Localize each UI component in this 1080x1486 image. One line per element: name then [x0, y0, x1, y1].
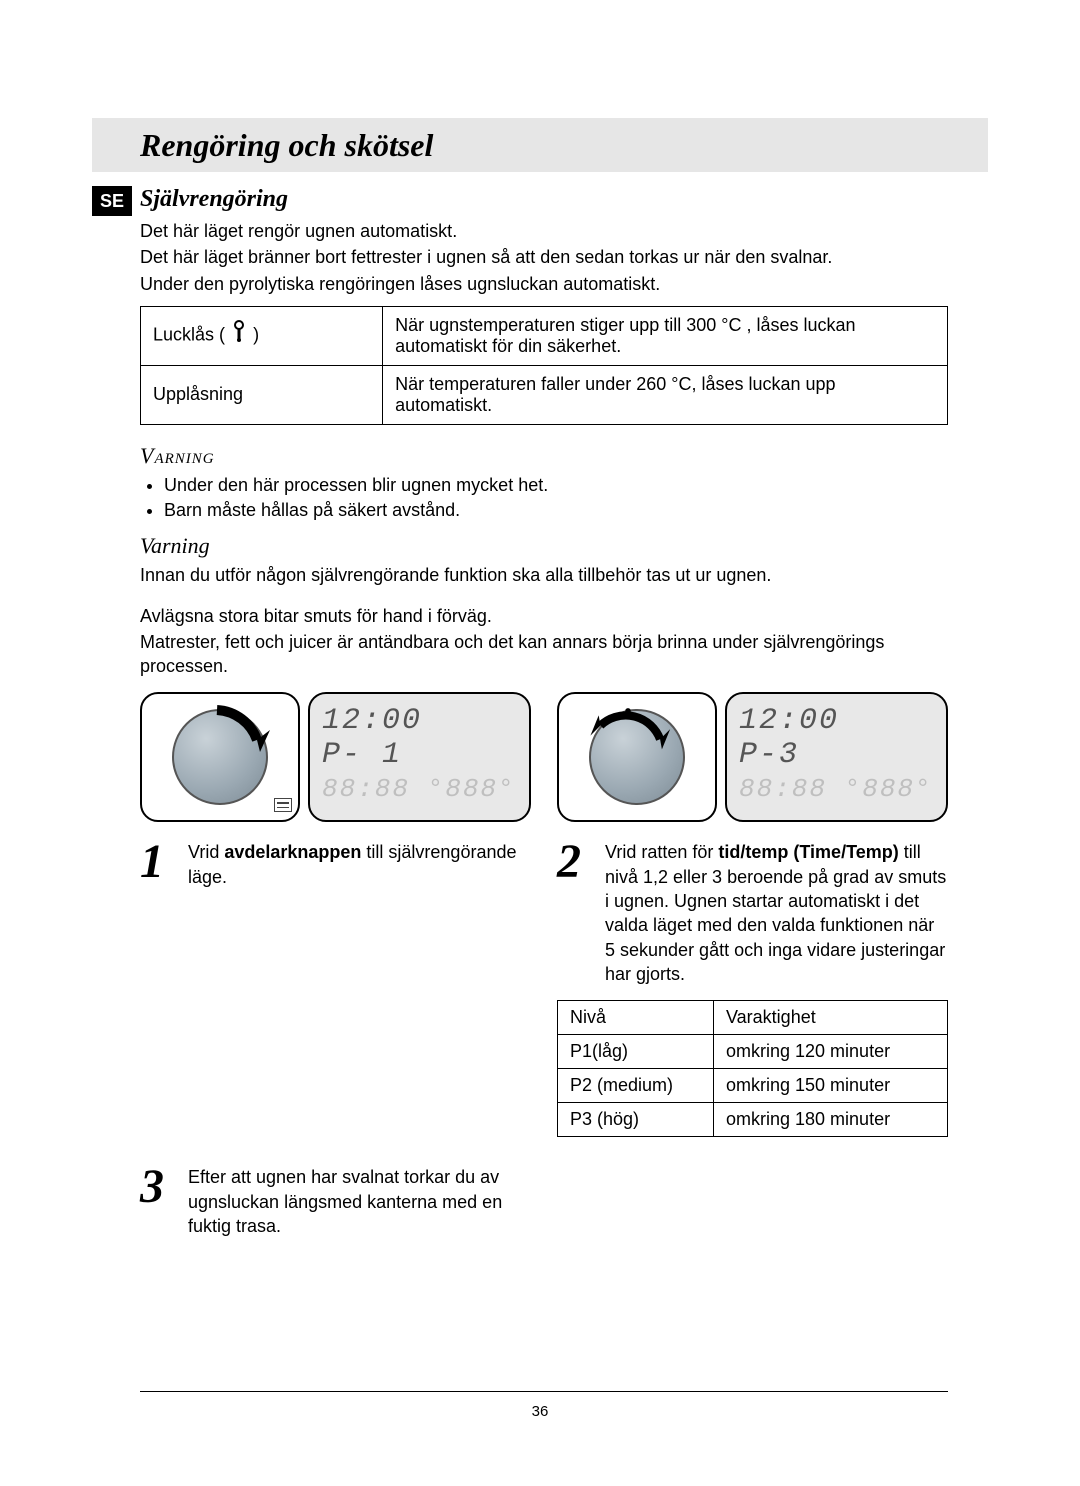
step-col-2: 2 Vrid ratten för tid/temp (Time/Temp) t…: [557, 840, 948, 1137]
section-heading: Självrengöring: [140, 186, 948, 213]
title-band: Rengöring och skötsel: [92, 118, 988, 172]
table-row: Upplåsning När temperaturen faller under…: [141, 365, 948, 424]
diagram-col-right: 12:00 P-3 88:88 °888°: [557, 692, 948, 822]
lock-label-cell: Lucklås ( ): [141, 306, 383, 365]
warning-bullets: Under den här processen blir ugnen mycke…: [140, 473, 948, 523]
rotate-cw-arrow-icon: [162, 700, 272, 810]
step-col-1: 1 Vrid avdelarknappen till självrengöran…: [140, 840, 531, 1137]
step-2: 2 Vrid ratten för tid/temp (Time/Temp) t…: [557, 840, 948, 986]
display-time-2: 12:00: [739, 704, 839, 738]
unlock-label-cell: Upplåsning: [141, 365, 383, 424]
display-prog-2: P-3: [739, 738, 799, 772]
step2-pre: Vrid ratten för: [605, 842, 718, 862]
lock-label-prefix: Lucklås (: [153, 325, 225, 345]
display-prog-1: P- 1: [322, 738, 402, 772]
lock-icon: [232, 320, 246, 347]
unlock-desc-cell: När temperaturen faller under 260 °C, lå…: [383, 365, 948, 424]
footer-rule: [140, 1391, 948, 1392]
table-row: P3 (hög) omkring 180 minuter: [558, 1103, 948, 1137]
step-text-2: Vrid ratten för tid/temp (Time/Temp) til…: [605, 840, 948, 986]
lock-label-suffix: ): [253, 325, 259, 345]
step-3: 3 Efter att ugnen har svalnat torkar du …: [140, 1165, 528, 1238]
level-head-1: Nivå: [558, 1001, 714, 1035]
table-row: P1(låg) omkring 120 minuter: [558, 1035, 948, 1069]
rotate-both-arrow-icon: [573, 698, 683, 808]
content-area: Självrengöring Det här läget rengör ugne…: [140, 186, 948, 1238]
warning-para-2: Avlägsna stora bitar smuts för hand i fö…: [140, 604, 948, 628]
display-box-2: 12:00 P-3 88:88 °888°: [725, 692, 948, 822]
step2-post: till nivå 1,2 eller 3 beroende på grad a…: [605, 842, 946, 983]
language-badge: SE: [92, 186, 132, 216]
step1-bold: avdelarknappen: [224, 842, 361, 862]
level-cell: omkring 150 minuter: [714, 1069, 948, 1103]
diagram-row: 12:00 P- 1 88:88 °888°: [140, 692, 948, 822]
level-head-2: Varaktighet: [714, 1001, 948, 1035]
dial-box-1: [140, 692, 300, 822]
warning-heading-lower: Varning: [140, 533, 948, 559]
lock-table: Lucklås ( ) När ugnstemperaturen stiger …: [140, 306, 948, 425]
oven-mode-icon: [274, 798, 292, 812]
dial-box-2: [557, 692, 717, 822]
display-ghost-1: 88:88 °888°: [322, 774, 517, 804]
level-cell: P1(låg): [558, 1035, 714, 1069]
level-cell: P2 (medium): [558, 1069, 714, 1103]
step-number-3: 3: [140, 1165, 178, 1238]
level-cell: omkring 180 minuter: [714, 1103, 948, 1137]
diagram-col-left: 12:00 P- 1 88:88 °888°: [140, 692, 531, 822]
intro-line-3: Under den pyrolytiska rengöringen låses …: [140, 272, 948, 296]
level-cell: P3 (hög): [558, 1103, 714, 1137]
page-title: Rengöring och skötsel: [140, 127, 433, 164]
display-box-1: 12:00 P- 1 88:88 °888°: [308, 692, 531, 822]
intro-line-1: Det här läget rengör ugnen automatiskt.: [140, 219, 948, 243]
step-row: 1 Vrid avdelarknappen till självrengöran…: [140, 840, 948, 1137]
step-text-3: Efter att ugnen har svalnat torkar du av…: [188, 1165, 528, 1238]
intro-line-2: Det här läget bränner bort fettrester i …: [140, 245, 948, 269]
table-row: Lucklås ( ) När ugnstemperaturen stiger …: [141, 306, 948, 365]
display-time-1: 12:00: [322, 704, 422, 738]
list-item: Barn måste hållas på säkert avstånd.: [164, 498, 948, 523]
step-1: 1 Vrid avdelarknappen till självrengöran…: [140, 840, 531, 889]
step2-bold: tid/temp (Time/Temp): [718, 842, 898, 862]
table-row: P2 (medium) omkring 150 minuter: [558, 1069, 948, 1103]
step-number-1: 1: [140, 840, 178, 889]
step-number-2: 2: [557, 840, 595, 986]
level-cell: omkring 120 minuter: [714, 1035, 948, 1069]
level-table: Nivå Varaktighet P1(låg) omkring 120 min…: [557, 1000, 948, 1137]
lock-desc-cell: När ugnstemperaturen stiger upp till 300…: [383, 306, 948, 365]
display-ghost-2: 88:88 °888°: [739, 774, 934, 804]
table-row: Nivå Varaktighet: [558, 1001, 948, 1035]
warning-para-1: Innan du utför någon självrengörande fun…: [140, 563, 948, 587]
step-text-1: Vrid avdelarknappen till självrengörande…: [188, 840, 531, 889]
warning-heading-upper: Varning: [140, 443, 948, 469]
list-item: Under den här processen blir ugnen mycke…: [164, 473, 948, 498]
step1-pre: Vrid: [188, 842, 224, 862]
warning-para-3: Matrester, fett och juicer är antändbara…: [140, 630, 948, 679]
page-number: 36: [0, 1403, 1080, 1420]
